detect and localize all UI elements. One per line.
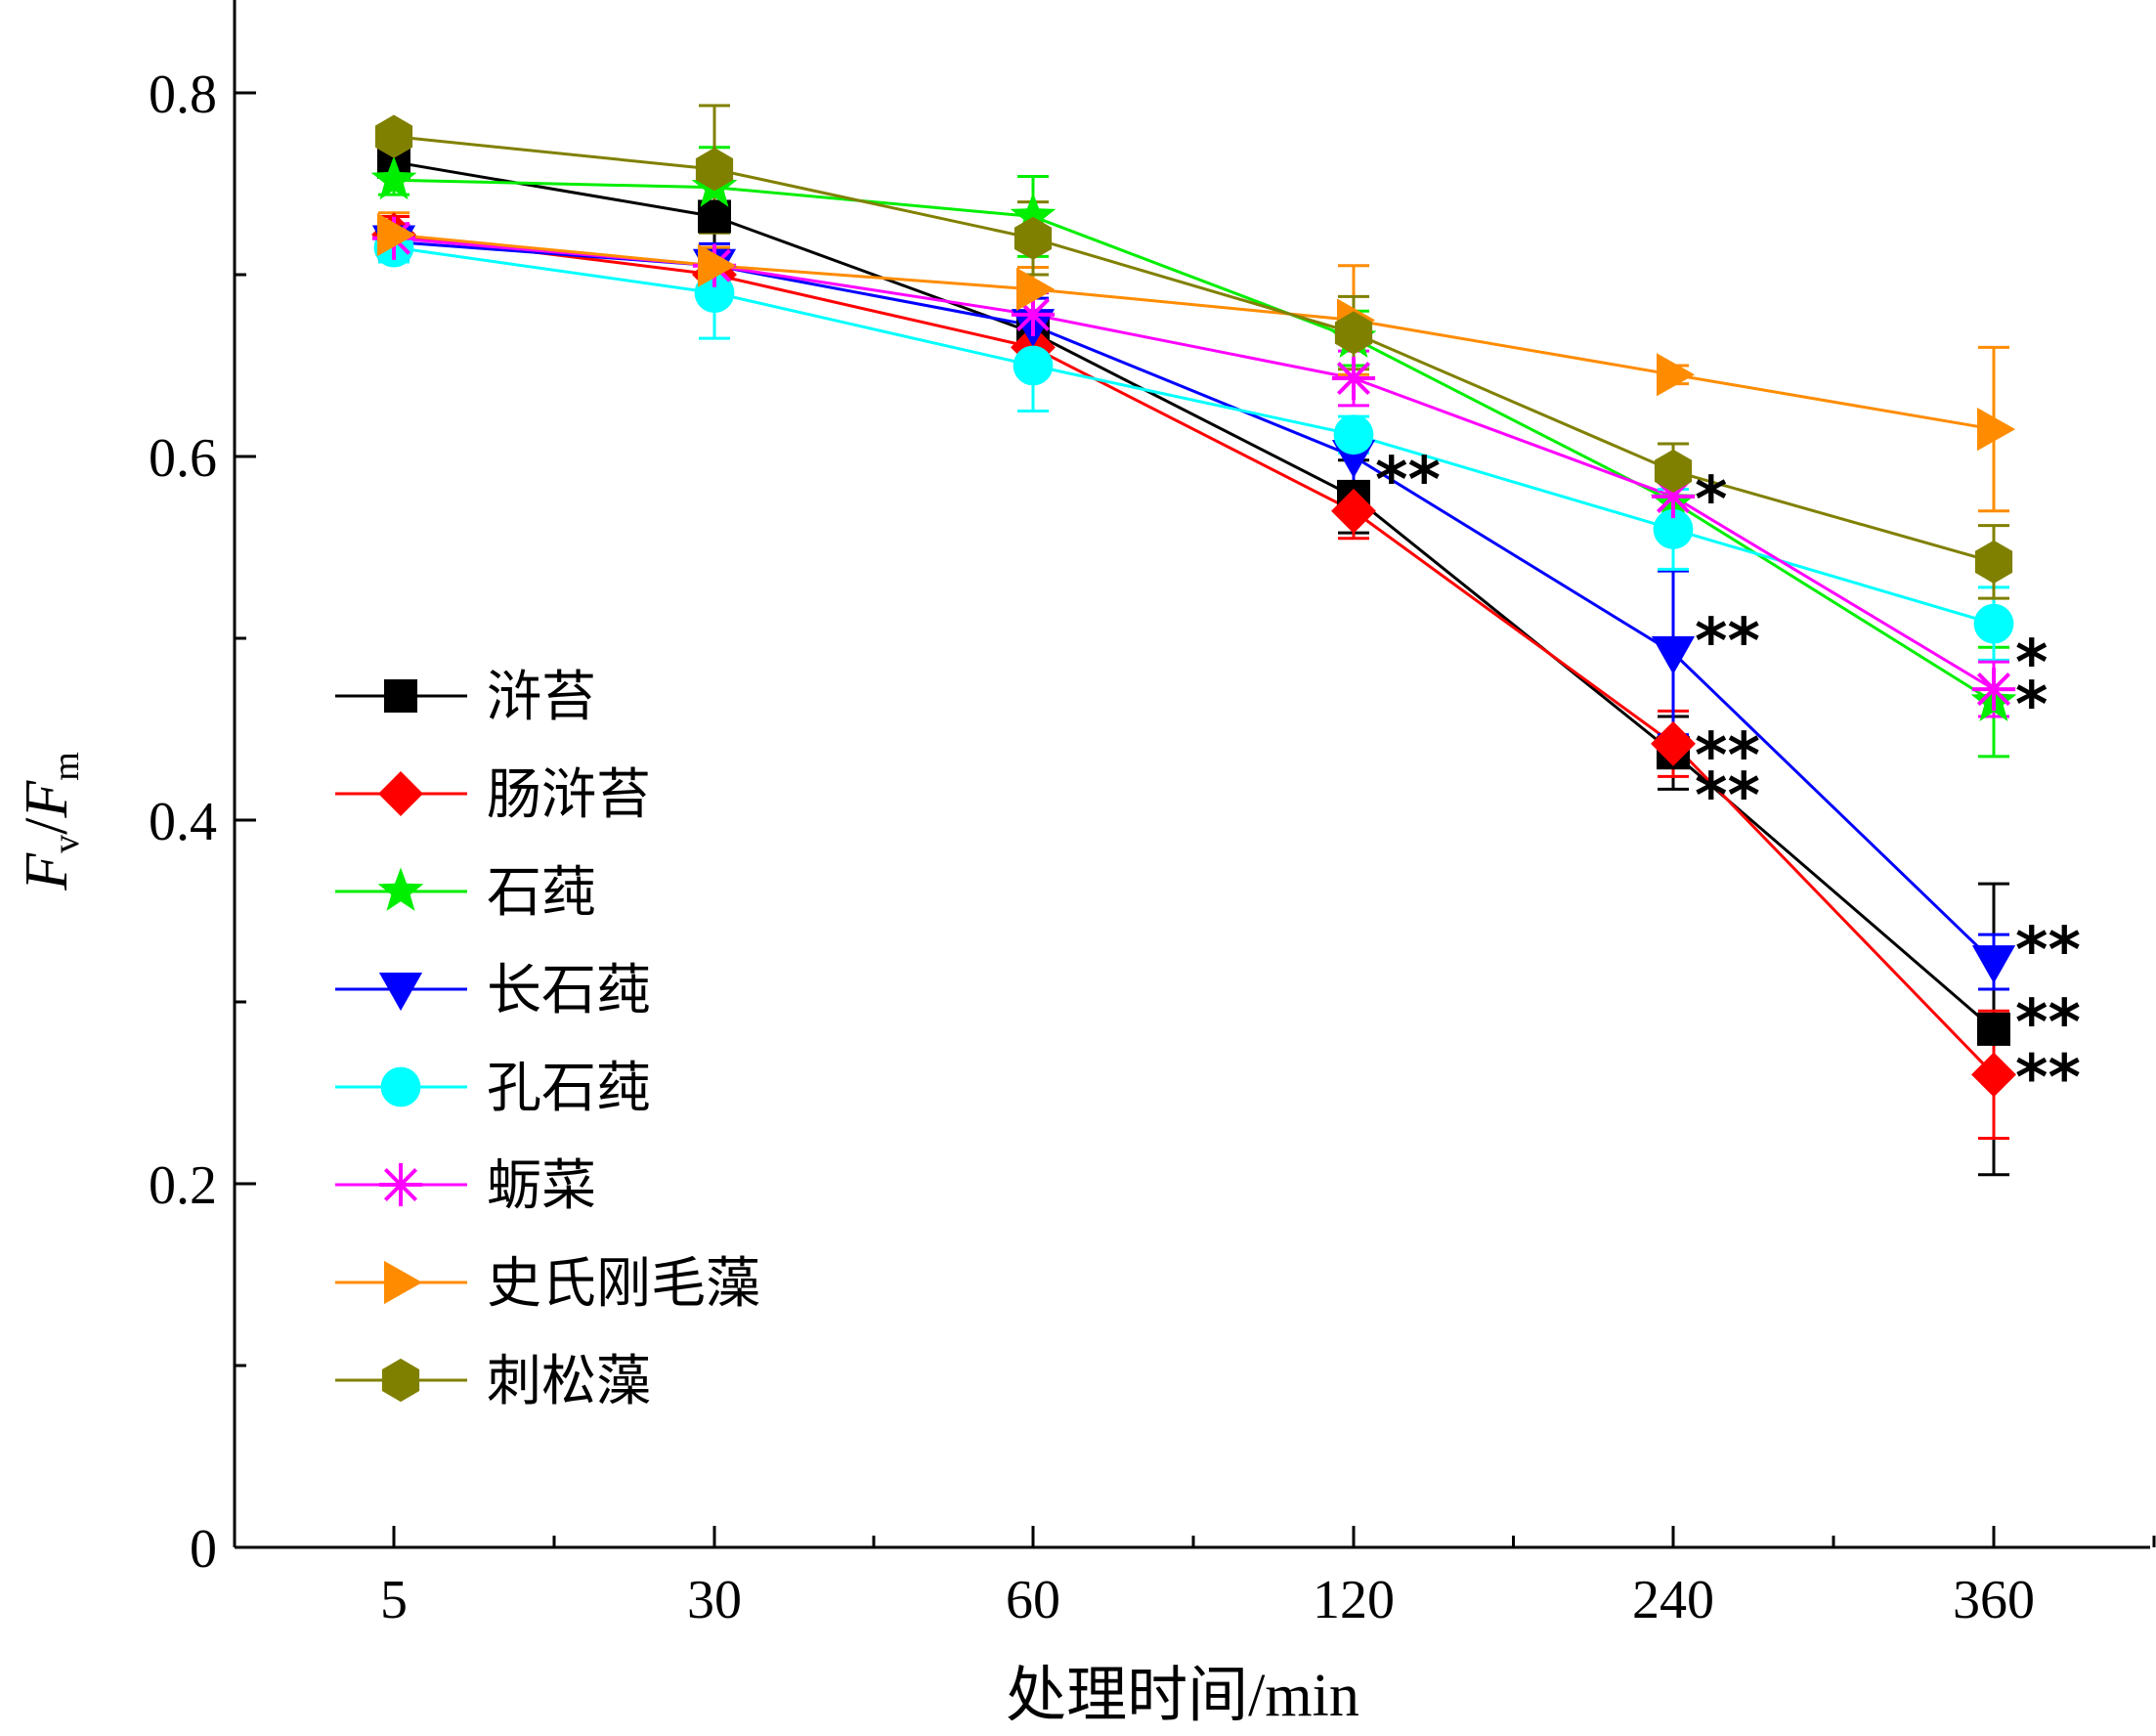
data-point [1013, 345, 1054, 386]
significance-label: ** [1695, 720, 1760, 793]
significance-label: ** [2015, 1042, 2081, 1114]
data-point [1973, 603, 2014, 644]
series-line-4 [393, 240, 1996, 964]
data-point [377, 212, 416, 257]
significance-label: ** [2015, 987, 2081, 1060]
significance-label: ** [1695, 606, 1760, 678]
legend-item: 肠浒苔 [335, 763, 651, 827]
y-axis-title-sep: / [14, 817, 80, 835]
x-tick-label: 5 [380, 1570, 408, 1630]
data-point [695, 148, 734, 192]
legend-label: 史氏刚毛藻 [487, 1252, 760, 1316]
data-point [1654, 449, 1693, 493]
y-tick-label: 0.4 [149, 792, 217, 852]
data-point [1971, 1052, 2016, 1098]
data-point [1977, 1012, 2010, 1046]
x-tick-label: 30 [687, 1570, 742, 1630]
series-lines [393, 135, 1996, 1076]
data-point [1657, 353, 1696, 397]
x-tick-label: 240 [1632, 1570, 1714, 1630]
y-tick-label: 0.2 [149, 1155, 217, 1216]
data-point [1651, 720, 1696, 766]
legend-label: 肠浒苔 [487, 763, 651, 827]
legend-item: 孔石莼 [335, 1057, 651, 1120]
legend-label: 石莼 [487, 861, 596, 925]
legend-item: 史氏刚毛藻 [335, 1252, 760, 1316]
data-point [1977, 408, 2016, 452]
legend-item: 浒苔 [335, 666, 596, 729]
y-tick-label: 0.6 [149, 428, 217, 489]
legend-label: 浒苔 [487, 666, 596, 729]
data-point [1651, 635, 1696, 674]
legend-marker [381, 1358, 420, 1403]
series-line-5 [393, 245, 1995, 626]
significance-label: * [2015, 628, 2048, 700]
significance-label: ** [1375, 445, 1441, 517]
data-point [1653, 509, 1694, 549]
data-point [1333, 414, 1374, 456]
x-axis-title: 处理时间/min [1006, 1663, 1359, 1729]
significance-label: ** [1695, 760, 1760, 833]
y-axis-title-sub2: m [46, 752, 87, 781]
ticks: 0 0.2 0.4 0.6 0.8 5 30 60 120 240 360 [149, 65, 2156, 1630]
markers [370, 114, 2017, 1098]
series-line-1 [393, 160, 1995, 1031]
significance-label: * [2015, 670, 2048, 742]
legend-marker [378, 771, 423, 816]
legend-marker [378, 973, 423, 1012]
legend-item: 石莼 [335, 861, 596, 925]
x-tick-label: 360 [1953, 1570, 2035, 1630]
data-point [370, 155, 417, 200]
legend-item: 长石莼 [335, 959, 651, 1022]
y-axis-title-f1: F [14, 852, 80, 891]
x-tick-label: 120 [1313, 1570, 1395, 1630]
y-axis-title: Fv/Fm [14, 752, 87, 891]
legend-item: 蛎菜 [335, 1154, 596, 1218]
data-point [1334, 311, 1373, 355]
x-tick-label: 60 [1006, 1570, 1060, 1630]
data-point [374, 114, 413, 158]
data-point [1971, 667, 2016, 712]
series-line-2 [393, 233, 1996, 1076]
y-tick-label: 0 [190, 1519, 217, 1580]
legend-marker [384, 1260, 423, 1305]
data-point [1016, 267, 1056, 311]
legend-marker [378, 1162, 423, 1207]
series-line-7 [393, 233, 1995, 431]
data-point [698, 243, 737, 287]
significance-label: ** [2015, 915, 2081, 987]
series-line-3 [393, 178, 1995, 704]
legend-label: 蛎菜 [487, 1154, 596, 1218]
significance-label: * [1695, 464, 1727, 537]
series-line-8 [393, 135, 1995, 564]
data-point [1974, 540, 2013, 584]
legend-label: 刺松藻 [487, 1350, 651, 1413]
data-point [1971, 945, 2016, 984]
legend-label: 孔石莼 [487, 1057, 651, 1120]
data-point [698, 199, 731, 234]
data-point [1331, 488, 1376, 534]
y-axis-title-sub1: v [46, 835, 87, 853]
y-tick-label: 0.8 [149, 65, 217, 125]
data-point [1010, 192, 1056, 237]
significance-marks: ***************** [1375, 445, 2081, 1114]
legend-item: 刺松藻 [335, 1350, 651, 1413]
legend-marker [377, 867, 424, 911]
data-point [1331, 356, 1376, 401]
legend-marker [384, 679, 417, 713]
data-point [1013, 216, 1053, 260]
legend-marker [380, 1066, 421, 1107]
legend-label: 长石莼 [487, 959, 651, 1022]
y-axis-title-f2: F [14, 780, 80, 819]
